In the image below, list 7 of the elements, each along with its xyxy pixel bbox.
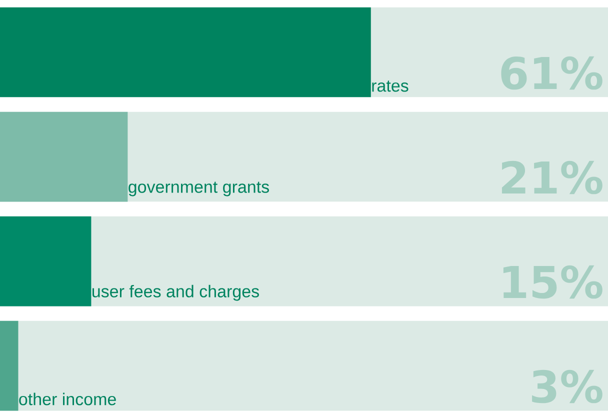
y-tick-label: government grants <box>128 182 269 196</box>
y-tick-label: rates <box>372 80 408 92</box>
bar <box>0 216 92 306</box>
bar <box>0 320 18 411</box>
y-tick-label: user fees and charges <box>92 284 259 301</box>
bar <box>0 112 128 202</box>
y-tick-label: other income <box>19 392 116 406</box>
